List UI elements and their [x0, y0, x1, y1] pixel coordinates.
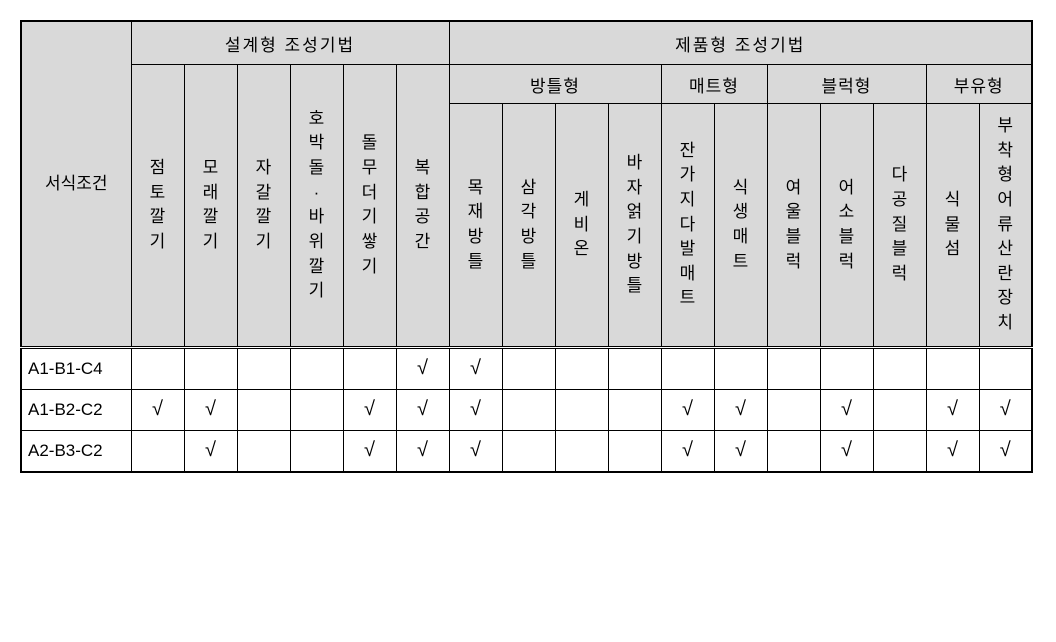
cell [555, 430, 608, 472]
cell: √ [449, 430, 502, 472]
col-c4: 호박돌·바위깔기 [290, 65, 343, 348]
cell: √ [343, 389, 396, 430]
col-c10: 바자얽기방틀 [608, 104, 661, 348]
cell [767, 347, 820, 389]
habitat-table: 서식조건 설계형 조성기법 제품형 조성기법 점토깔기 모래깔기 자갈깔기 호박… [20, 20, 1033, 473]
col-c2: 모래깔기 [184, 65, 237, 348]
cell [926, 347, 979, 389]
col-c11: 잔가지다발매트 [661, 104, 714, 348]
cell: √ [926, 430, 979, 472]
cell [237, 347, 290, 389]
col-c6: 복합공간 [396, 65, 449, 348]
table-row: A2-B3-C2 √ √ √ √ √ √ √ √ √ [21, 430, 1032, 472]
cell: √ [661, 389, 714, 430]
cell [131, 430, 184, 472]
col-c12: 식생매트 [714, 104, 767, 348]
cell [873, 389, 926, 430]
cell: √ [184, 389, 237, 430]
cell: √ [343, 430, 396, 472]
cell: √ [926, 389, 979, 430]
cell [290, 389, 343, 430]
cell [502, 347, 555, 389]
row-header-label: 서식조건 [21, 21, 131, 347]
cell: √ [820, 389, 873, 430]
cell [184, 347, 237, 389]
col-c5: 돌무더기쌓기 [343, 65, 396, 348]
cell: √ [184, 430, 237, 472]
col-c15: 다공질블럭 [873, 104, 926, 348]
cell [290, 430, 343, 472]
cell [502, 389, 555, 430]
cell [979, 347, 1032, 389]
col-c9: 게비온 [555, 104, 608, 348]
cell: √ [661, 430, 714, 472]
row-label: A1-B2-C2 [21, 389, 131, 430]
col-c8: 삼각방틀 [502, 104, 555, 348]
cell [237, 389, 290, 430]
cell [608, 389, 661, 430]
cell [873, 430, 926, 472]
cell [714, 347, 767, 389]
cell [873, 347, 926, 389]
subgroup-float: 부유형 [926, 65, 1032, 104]
cell [502, 430, 555, 472]
cell [820, 347, 873, 389]
group-design: 설계형 조성기법 [131, 21, 449, 65]
col-c3: 자갈깔기 [237, 65, 290, 348]
cell [237, 430, 290, 472]
row-label: A2-B3-C2 [21, 430, 131, 472]
col-c13: 여울블럭 [767, 104, 820, 348]
cell: √ [449, 347, 502, 389]
cell: √ [131, 389, 184, 430]
cell: √ [449, 389, 502, 430]
cell: √ [979, 389, 1032, 430]
cell: √ [396, 347, 449, 389]
cell [555, 347, 608, 389]
cell [608, 347, 661, 389]
subgroup-block: 블럭형 [767, 65, 926, 104]
cell: √ [714, 430, 767, 472]
cell [555, 389, 608, 430]
group-product: 제품형 조성기법 [449, 21, 1032, 65]
cell: √ [820, 430, 873, 472]
cell [767, 430, 820, 472]
subgroup-mat: 매트형 [661, 65, 767, 104]
cell [131, 347, 184, 389]
cell [343, 347, 396, 389]
cell: √ [396, 430, 449, 472]
col-c16: 식물섬 [926, 104, 979, 348]
row-label: A1-B1-C4 [21, 347, 131, 389]
col-c7: 목재방틀 [449, 104, 502, 348]
cell: √ [979, 430, 1032, 472]
col-c17: 부착형어류산란장치 [979, 104, 1032, 348]
cell: √ [396, 389, 449, 430]
cell: √ [714, 389, 767, 430]
col-c1: 점토깔기 [131, 65, 184, 348]
table-row: A1-B2-C2 √ √ √ √ √ √ √ √ √ √ [21, 389, 1032, 430]
cell [767, 389, 820, 430]
col-c14: 어소블럭 [820, 104, 873, 348]
cell [608, 430, 661, 472]
cell [661, 347, 714, 389]
subgroup-bangteul: 방틀형 [449, 65, 661, 104]
cell [290, 347, 343, 389]
table-row: A1-B1-C4 √ √ [21, 347, 1032, 389]
